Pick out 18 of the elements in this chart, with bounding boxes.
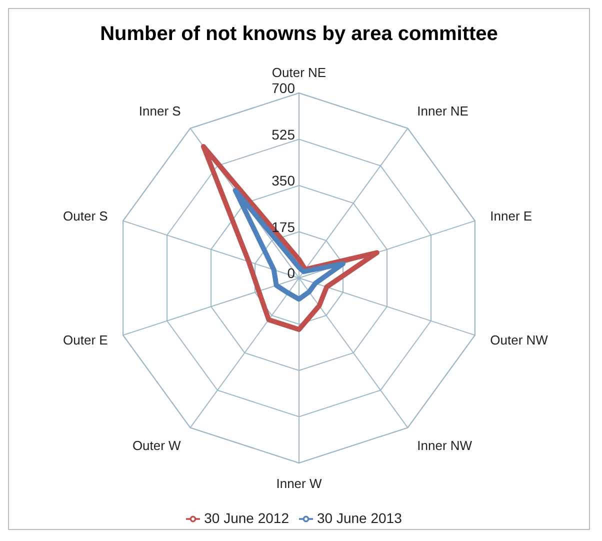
spoke-label: Inner W	[276, 476, 322, 492]
legend-label: 30 June 2013	[317, 510, 402, 526]
y-tick-label: 175	[272, 218, 296, 235]
spoke-label: Inner NE	[417, 103, 469, 118]
spoke-label: Outer NE	[272, 65, 326, 80]
y-tick-label: 700	[272, 80, 296, 96]
spoke-label: Outer W	[132, 438, 182, 453]
spoke-label: Inner S	[138, 103, 182, 118]
y-tick-label: 0	[287, 265, 296, 281]
spoke-label: Outer S	[63, 208, 108, 224]
spoke-label: Outer NW	[490, 332, 549, 348]
spoke-label: Outer E	[63, 332, 108, 348]
legend-label: 30 June 2012	[204, 510, 289, 526]
spoke-label: Inner NW	[417, 438, 473, 453]
chart-title: Number of not knowns by area committee	[99, 23, 499, 46]
y-tick-label: 350	[272, 172, 296, 188]
y-tick-label: 525	[272, 126, 296, 142]
spoke-label: Inner E	[490, 208, 532, 224]
